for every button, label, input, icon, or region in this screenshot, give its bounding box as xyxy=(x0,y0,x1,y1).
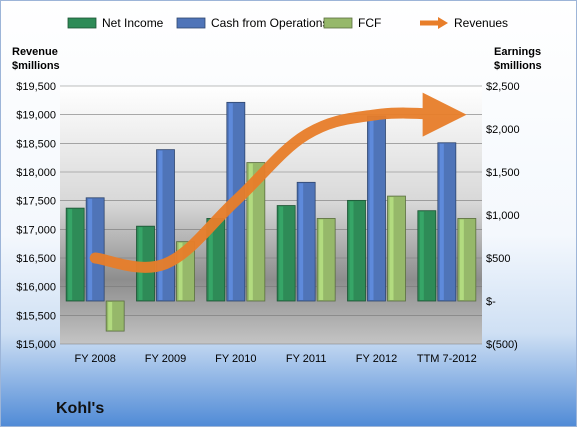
x-tick-label: FY 2009 xyxy=(145,353,186,365)
bar-highlight xyxy=(349,201,354,300)
x-tick-label: FY 2010 xyxy=(215,353,256,365)
left-axis-ticks: $19,500 $19,000 $18,500 $18,000 $17,500 $17,0… xyxy=(16,81,56,351)
company-name: Kohl's xyxy=(56,400,104,417)
legend-arrow-icon xyxy=(438,17,448,29)
left-tick-label: $17,500 xyxy=(16,196,56,208)
bar-highlight xyxy=(68,209,73,300)
left-tick-label: $15,000 xyxy=(16,339,56,351)
left-axis-title-line1: Revenue xyxy=(12,46,58,58)
right-tick-label: $2,500 xyxy=(486,81,520,93)
bar-highlight xyxy=(108,302,113,331)
right-tick-label: $- xyxy=(486,296,496,308)
legend-label: FCF xyxy=(358,16,381,30)
right-axis-ticks: $2,500 $2,000 $1,500 $1,000 $500 $- $(500) xyxy=(486,81,520,351)
x-axis-ticks: FY 2008 FY 2009 FY 2010 FY 2011 FY 2012 TTM 7… xyxy=(74,353,476,365)
bar-highlight xyxy=(369,117,374,300)
bar-highlight xyxy=(208,219,213,300)
left-tick-label: $18,000 xyxy=(16,167,56,179)
gridlines xyxy=(60,85,482,345)
left-tick-label: $19,500 xyxy=(16,81,56,93)
left-tick-label: $15,500 xyxy=(16,310,56,322)
bar-highlight xyxy=(419,211,424,300)
left-axis-title-line2: $millions xyxy=(12,60,60,72)
bar-highlight xyxy=(299,183,304,300)
bar-highlight xyxy=(439,143,444,300)
right-tick-label: $1,500 xyxy=(486,167,520,179)
right-tick-label: $1,000 xyxy=(486,210,520,222)
x-tick-label: FY 2008 xyxy=(74,353,115,365)
bar-highlight xyxy=(279,206,284,300)
x-tick-label: FY 2011 xyxy=(286,353,327,365)
left-tick-label: $16,000 xyxy=(16,282,56,294)
x-tick-label: FY 2012 xyxy=(356,353,397,365)
legend-label: Net Income xyxy=(102,16,164,30)
bar-highlight xyxy=(178,242,183,300)
right-tick-label: $500 xyxy=(486,253,510,265)
legend-swatch xyxy=(176,17,206,29)
bar-highlight xyxy=(88,198,93,300)
left-tick-label: $17,000 xyxy=(16,224,56,236)
right-tick-label: $2,000 xyxy=(486,124,520,136)
legend-swatch xyxy=(323,17,353,29)
left-tick-label: $18,500 xyxy=(16,138,56,150)
x-tick-label: TTM 7-2012 xyxy=(417,353,477,365)
right-axis-title-line2: $millions xyxy=(494,60,542,72)
bar-highlight xyxy=(248,163,253,300)
legend-label: Revenues xyxy=(454,16,508,30)
revenues-line xyxy=(89,92,467,273)
bar-highlight xyxy=(389,197,394,300)
right-axis-title-line1: Earnings xyxy=(494,46,541,58)
legend-label: Cash from Operations xyxy=(211,16,328,30)
left-tick-label: $19,000 xyxy=(16,110,56,122)
bar-highlight xyxy=(459,219,464,300)
legend: Net Income Cash from Operations FCF Revenue… xyxy=(67,16,508,30)
right-tick-label: $(500) xyxy=(486,339,518,351)
plot-area xyxy=(60,86,482,344)
legend-swatch xyxy=(67,17,97,29)
bar-highlight xyxy=(158,150,163,300)
left-tick-label: $16,500 xyxy=(16,253,56,265)
bar-highlight xyxy=(319,219,324,300)
